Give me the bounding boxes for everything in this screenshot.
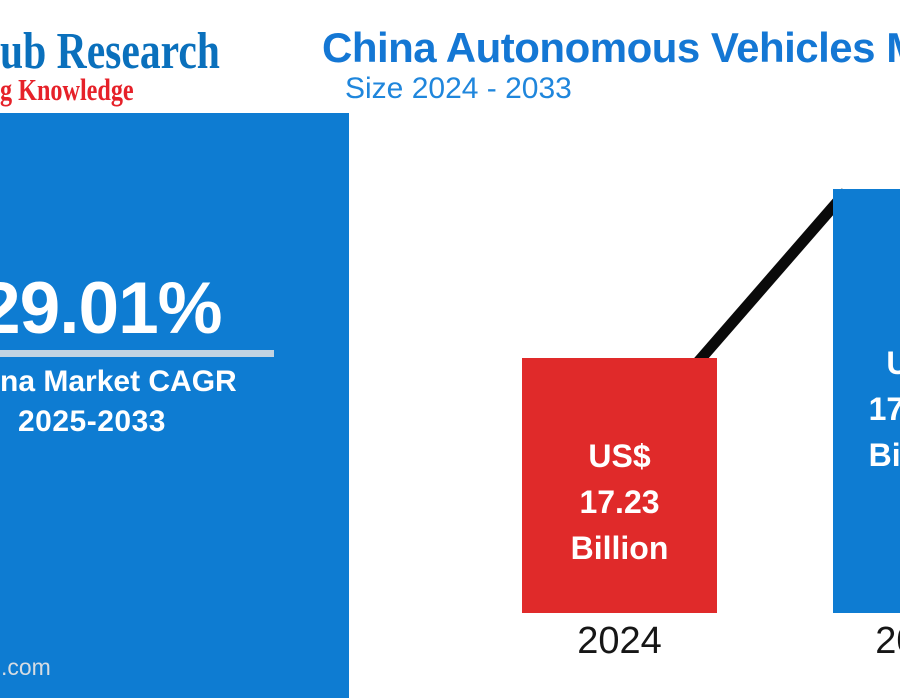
page-subtitle: Size 2024 - 2033 <box>345 72 572 105</box>
cagr-label-line1: na Market CAGR <box>0 365 237 398</box>
cagr-divider <box>0 350 274 357</box>
cagr-value: 29.01% <box>0 268 223 349</box>
bar-2024-value-line1: US$ <box>588 438 651 474</box>
brand-logo-tagline: g Knowledge <box>0 72 134 107</box>
page-title: China Autonomous Vehicles M <box>322 24 900 71</box>
bar-2024-value-line3: Billion <box>570 530 669 566</box>
bar-2033-value-line1: US$ <box>886 345 900 381</box>
bar-2033-value-line3: Billion <box>868 437 900 473</box>
cagr-panel <box>0 113 349 698</box>
bar-2033-value-line2: 170.56 <box>868 391 900 427</box>
bar-2024 <box>522 358 717 613</box>
bar-2033-value: US$ 170.56 Billion <box>820 340 900 478</box>
bar-2024-value-line2: 17.23 <box>579 484 660 520</box>
brand-logo-text: ub Research <box>0 23 220 80</box>
cagr-label-line2: 2025-2033 <box>18 405 166 438</box>
axis-label-2024: 2024 <box>577 620 662 662</box>
bar-2024-value: US$ 17.23 Billion <box>522 433 717 571</box>
bar-2033 <box>833 189 900 613</box>
trend-line <box>673 188 851 389</box>
website-text: .com <box>1 654 51 680</box>
axis-label-2033: 2033 <box>875 620 900 662</box>
